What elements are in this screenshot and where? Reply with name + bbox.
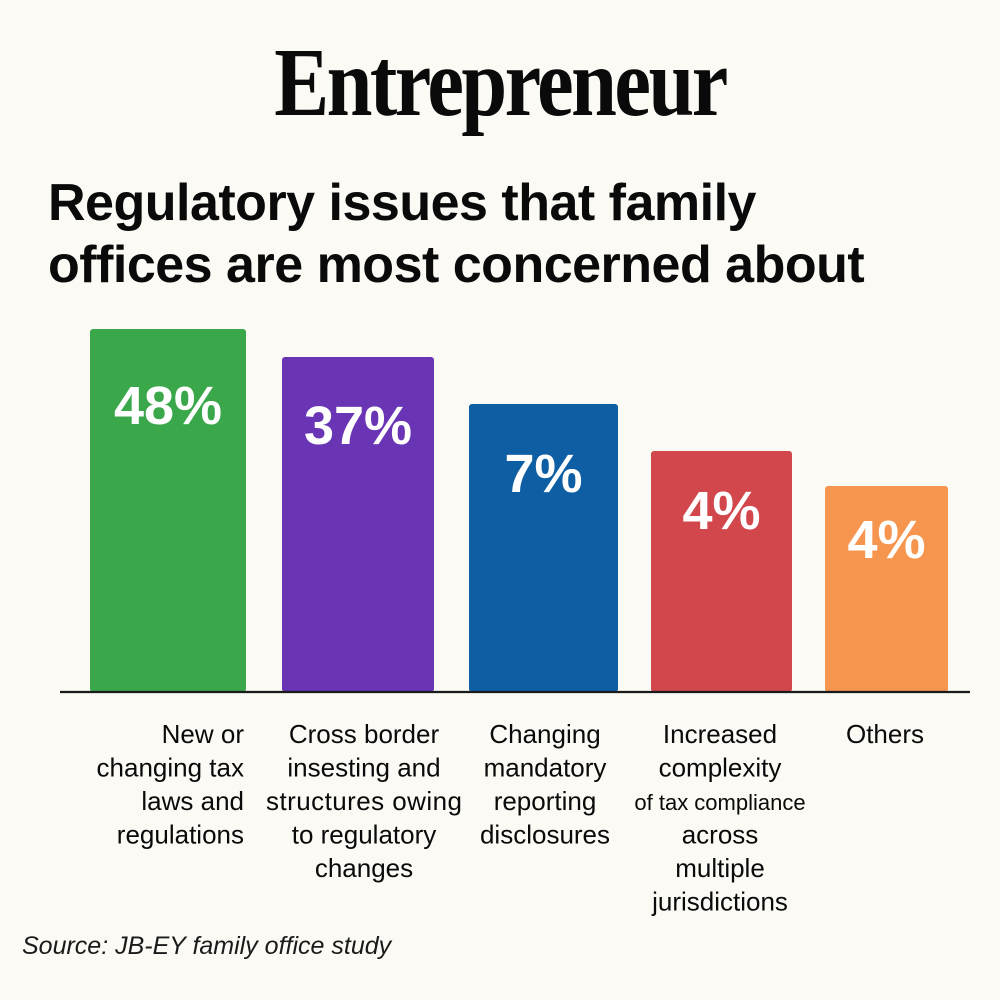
data-label-1: 48% — [114, 376, 222, 436]
category-label-4-line-5: multiple — [675, 853, 765, 883]
category-label-5: Others — [846, 719, 924, 749]
brand-logo: Entrepreneur — [274, 29, 728, 137]
category-label-5-line-1: Others — [846, 719, 924, 749]
bar-2 — [282, 357, 434, 692]
category-label-4-line-1: Increased — [663, 719, 777, 749]
category-label-2-line-1: Cross border — [289, 719, 440, 749]
data-label-3: 7% — [504, 444, 582, 504]
category-label-4-line-3: of tax compliance — [634, 790, 805, 815]
category-label-1-line-2: changing tax — [97, 753, 244, 783]
data-label-4: 4% — [682, 481, 760, 541]
category-label-2: Cross border insesting and structures owin… — [266, 719, 462, 883]
category-label-2-line-4: to regulatory — [292, 820, 437, 850]
bar-5 — [825, 486, 948, 692]
category-label-1-line-3: laws and — [141, 786, 244, 816]
bar-4 — [651, 451, 792, 692]
data-label-2: 37% — [304, 396, 412, 456]
chart-title: Regulatory issues that family offices ar… — [48, 172, 988, 296]
bar-3 — [469, 404, 618, 692]
data-label-5: 4% — [847, 510, 925, 570]
category-label-2-line-3: structures owing — [266, 786, 462, 816]
chart-title-line-2: offices are most concerned about — [48, 236, 865, 294]
category-label-3-line-2: mandatory — [484, 753, 607, 783]
bar-1 — [90, 329, 246, 692]
category-label-3-line-3: reporting — [494, 786, 597, 816]
source-note: Source: JB-EY family office study — [22, 932, 392, 960]
category-label-1: New or changing tax laws and regulations — [97, 719, 245, 850]
category-label-4-line-6: jurisdictions — [651, 887, 788, 917]
category-label-3-line-4: disclosures — [480, 820, 610, 850]
category-label-2-line-2: insesting and — [287, 753, 440, 783]
category-label-2-line-5: changes — [315, 853, 413, 883]
chart-title-line-1: Regulatory issues that family — [48, 174, 756, 232]
category-label-1-line-4: regulations — [117, 820, 244, 850]
category-label-4-line-2: complexity — [659, 753, 782, 783]
category-label-4-line-4: across — [682, 820, 759, 850]
category-label-4: Increased complexity of tax compliance acro… — [634, 719, 805, 917]
category-label-1-line-1: New or — [162, 719, 245, 749]
category-label-3-line-1: Changing — [489, 719, 600, 749]
category-label-3: Changing mandatory reporting disclosures — [480, 719, 610, 850]
